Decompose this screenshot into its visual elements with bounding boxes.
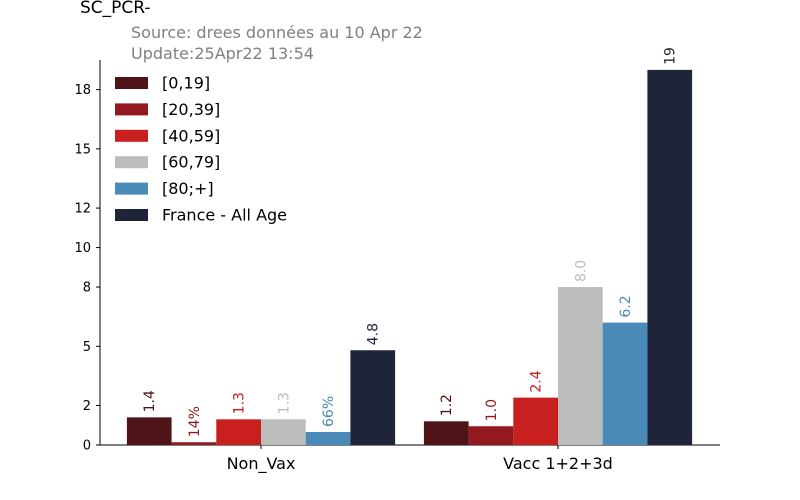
legend-label: [40,59] <box>162 126 220 145</box>
bar-1-5 <box>647 69 693 445</box>
legend-swatch <box>115 209 148 221</box>
y-tick-label: 0 <box>83 439 91 454</box>
legend-label: [0,19] <box>162 74 210 93</box>
bar-value-label: 66% <box>321 396 337 427</box>
legend-label: [20,39] <box>162 100 220 119</box>
bar-value-label: 19 <box>663 47 679 65</box>
bar-1-3 <box>558 287 603 445</box>
legend-swatch <box>115 103 148 116</box>
bar-0-5 <box>350 350 396 445</box>
legend-swatch <box>115 129 148 142</box>
legend-label: [60,79] <box>162 153 220 172</box>
bar-0-4 <box>305 431 351 445</box>
bar-1-2 <box>513 397 558 445</box>
x-tick-label: Non_Vax <box>227 454 296 474</box>
y-tick-label: 5 <box>83 340 91 355</box>
bar-0-1 <box>171 442 217 445</box>
bar-0-2 <box>216 419 261 445</box>
chart-update: Update:25Apr22 13:54 <box>131 44 314 63</box>
legend-swatch <box>115 156 148 169</box>
bar-1-0 <box>423 421 469 445</box>
y-tick-label: 15 <box>74 142 91 157</box>
legend-swatch <box>115 77 148 89</box>
bar-value-label: 1.3 <box>232 392 248 414</box>
bar-value-label: 14% <box>187 406 203 437</box>
legend-swatch <box>115 182 148 195</box>
bar-1-1 <box>468 426 514 445</box>
chart-source: Source: drees données au 10 Apr 22 <box>131 23 423 42</box>
bar-value-label: 1.3 <box>276 392 292 414</box>
legend-label: [80;+] <box>162 179 214 198</box>
bar-value-label: 1.2 <box>439 394 455 416</box>
bar-value-label: 2.4 <box>529 370 545 392</box>
bar-value-label: 8.0 <box>573 260 589 282</box>
y-tick-label: 12 <box>74 202 91 217</box>
bar-value-label: 6.2 <box>618 295 634 317</box>
bar-0-3 <box>261 419 306 445</box>
x-tick-label: Vacc 1+2+3d <box>503 454 613 473</box>
y-tick-label: 2 <box>83 399 91 414</box>
chart-title: SC_PCR- <box>80 0 151 18</box>
bar-1-4 <box>602 322 648 445</box>
y-tick-label: 18 <box>74 83 91 98</box>
bar-0-0 <box>126 417 172 445</box>
y-tick-label: 10 <box>74 241 91 256</box>
bar-value-label: 4.8 <box>366 323 382 345</box>
y-tick-label: 8 <box>83 281 91 296</box>
bar-value-label: 1.0 <box>484 399 500 421</box>
legend-label: France - All Age <box>162 206 287 225</box>
bar-value-label: 1.4 <box>142 390 158 412</box>
